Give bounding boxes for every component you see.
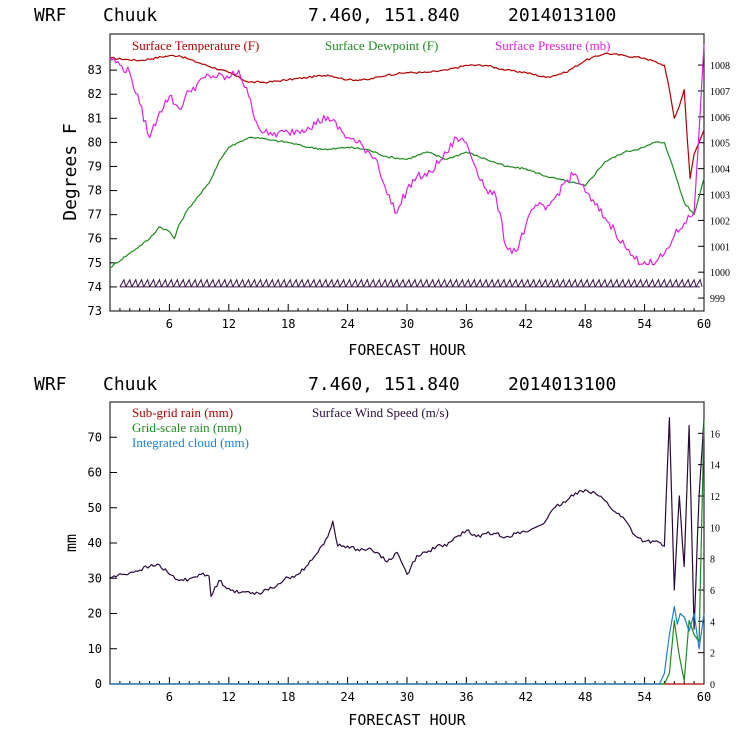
bottom-model-label: WRF bbox=[34, 374, 67, 395]
top-y-tick-label: 75 bbox=[88, 256, 102, 270]
top-y-tick-label: 80 bbox=[88, 135, 102, 149]
top-y2-tick-label: 1004 bbox=[710, 165, 730, 176]
top-y2-tick-label: 1003 bbox=[710, 191, 730, 202]
legend-integrated-cloud: Integrated cloud (mm) bbox=[132, 435, 249, 450]
integrated-cloud-mm-line bbox=[110, 605, 705, 685]
top-plot-frame bbox=[109, 33, 705, 312]
top-series-group bbox=[109, 44, 705, 269]
top-x-tick-label: 42 bbox=[519, 317, 533, 331]
top-y2-tick-label: 1005 bbox=[710, 139, 730, 150]
top-coords-label: 7.460, 151.840 bbox=[308, 5, 460, 26]
bot-y2-tick-label: 10 bbox=[710, 523, 720, 534]
top-y2-axis: 999 1000 1001 1002 1003 1004 1005 1006 1007 1008 bbox=[698, 61, 730, 305]
top-y-tick-label: 79 bbox=[88, 159, 102, 173]
top-y2-tick-label: 1002 bbox=[710, 216, 730, 227]
bot-y2-tick-label: 16 bbox=[710, 429, 720, 440]
top-y-tick-label: 81 bbox=[88, 111, 102, 125]
bot-y2-tick-label: 8 bbox=[710, 555, 715, 566]
bot-y-tick-label: 50 bbox=[88, 501, 102, 515]
bot-x-tick-label: 42 bbox=[519, 690, 533, 704]
bot-x-tick-label: 48 bbox=[578, 690, 592, 704]
top-x-tick-label: 48 bbox=[578, 317, 592, 331]
top-y2-tick-label: 1008 bbox=[710, 61, 730, 72]
top-x-tick-label: 24 bbox=[340, 317, 354, 331]
legend-pressure: Surface Pressure (mb) bbox=[495, 38, 611, 53]
top-y-axis: 73 74 75 76 77 78 79 80 81 82 83 bbox=[88, 63, 117, 318]
bot-x-tick-label: 24 bbox=[340, 690, 354, 704]
top-x-tick-label: 54 bbox=[637, 317, 651, 331]
top-y2-tick-label: 1006 bbox=[710, 113, 730, 124]
top-y2-tick-label: 999 bbox=[710, 294, 725, 305]
top-y-axis-label: Degrees F bbox=[60, 123, 81, 221]
bot-y-tick-label: 20 bbox=[88, 607, 102, 621]
top-header: WRF Chuuk 7.460, 151.840 2014013100 bbox=[34, 5, 616, 26]
wind-barbs-path bbox=[119, 278, 703, 288]
bot-y-tick-label: 60 bbox=[88, 466, 102, 480]
bot-x-tick-label: 18 bbox=[281, 690, 295, 704]
top-station-label: Chuuk bbox=[103, 5, 157, 26]
top-y-tick-label: 78 bbox=[88, 184, 102, 198]
surface-pressure-mb-line bbox=[109, 44, 705, 266]
top-y2-tick-label: 1007 bbox=[710, 87, 730, 98]
bot-y2-tick-label: 12 bbox=[710, 492, 720, 503]
temperature-panel: 6 12 18 24 30 36 42 48 54 60 73 74 75 76 77 78 79 80 81 82… bbox=[60, 33, 730, 359]
bot-y-tick-label: 70 bbox=[88, 430, 102, 444]
top-x-tick-label: 12 bbox=[222, 317, 236, 331]
wind-barbs-row bbox=[119, 278, 703, 288]
top-x-axis: 6 12 18 24 30 36 42 48 54 60 bbox=[119, 304, 711, 331]
top-x-tick-label: 18 bbox=[281, 317, 295, 331]
bot-x-tick-label: 30 bbox=[400, 690, 414, 704]
top-y-tick-label: 74 bbox=[88, 280, 102, 294]
top-x-tick-label: 36 bbox=[459, 317, 473, 331]
bot-y-tick-label: 30 bbox=[88, 571, 102, 585]
bot-y2-tick-label: 14 bbox=[710, 461, 720, 472]
bottom-init-time-label: 2014013100 bbox=[508, 374, 616, 395]
bot-x-tick-label: 6 bbox=[166, 690, 173, 704]
surface-dewpoint-f-line bbox=[109, 136, 705, 269]
top-y-tick-label: 82 bbox=[88, 87, 102, 101]
top-init-time-label: 2014013100 bbox=[508, 5, 616, 26]
bot-y-tick-label: 0 bbox=[95, 677, 102, 691]
grid-scale-rain-mm-line bbox=[110, 419, 705, 685]
bot-y-tick-label: 40 bbox=[88, 536, 102, 550]
bottom-station-label: Chuuk bbox=[103, 374, 157, 395]
legend-gridscale-rain: Grid-scale rain (mm) bbox=[132, 420, 242, 435]
bot-x-tick-label: 54 bbox=[637, 690, 651, 704]
bot-y2-tick-label: 4 bbox=[710, 617, 715, 628]
top-y-tick-label: 77 bbox=[88, 208, 102, 222]
top-y-tick-label: 76 bbox=[88, 232, 102, 246]
top-y2-tick-label: 1000 bbox=[710, 268, 730, 279]
top-y-tick-label: 83 bbox=[88, 63, 102, 77]
surface-wind-speed-m-s-line bbox=[109, 417, 705, 630]
top-model-label: WRF bbox=[34, 5, 67, 26]
bottom-coords-label: 7.460, 151.840 bbox=[308, 374, 460, 395]
top-x-tick-label: 30 bbox=[400, 317, 414, 331]
top-x-axis-label: FORECAST HOUR bbox=[348, 341, 466, 359]
bottom-y-axis: 0 10 20 30 40 50 60 70 bbox=[88, 430, 117, 691]
legend-temperature: Surface Temperature (F) bbox=[132, 38, 259, 53]
bot-x-tick-label: 60 bbox=[697, 690, 711, 704]
top-x-tick-label: 6 bbox=[166, 317, 173, 331]
top-y2-tick-label: 1001 bbox=[710, 242, 730, 253]
top-y-tick-label: 73 bbox=[88, 304, 102, 318]
bot-y2-tick-label: 0 bbox=[710, 680, 715, 691]
top-x-tick-label: 60 bbox=[697, 317, 711, 331]
bot-x-tick-label: 36 bbox=[459, 690, 473, 704]
bottom-series-group bbox=[109, 417, 705, 685]
bottom-y-axis-label: mm bbox=[62, 534, 80, 552]
surface-temperature-f-line bbox=[109, 52, 705, 180]
bot-y2-tick-label: 6 bbox=[710, 586, 715, 597]
legend-subgrid-rain: Sub-grid rain (mm) bbox=[132, 405, 233, 420]
bottom-x-axis-label: FORECAST HOUR bbox=[348, 711, 466, 729]
bot-y-tick-label: 10 bbox=[88, 642, 102, 656]
bot-y2-tick-label: 2 bbox=[710, 649, 715, 660]
legend-dewpoint: Surface Dewpoint (F) bbox=[325, 38, 438, 53]
bottom-x-axis: 6 12 18 24 30 36 42 48 54 60 bbox=[119, 677, 711, 704]
legend-wind-speed: Surface Wind Speed (m/s) bbox=[312, 405, 449, 420]
bot-x-tick-label: 12 bbox=[222, 690, 236, 704]
bottom-header: WRF Chuuk 7.460, 151.840 2014013100 bbox=[34, 374, 616, 395]
